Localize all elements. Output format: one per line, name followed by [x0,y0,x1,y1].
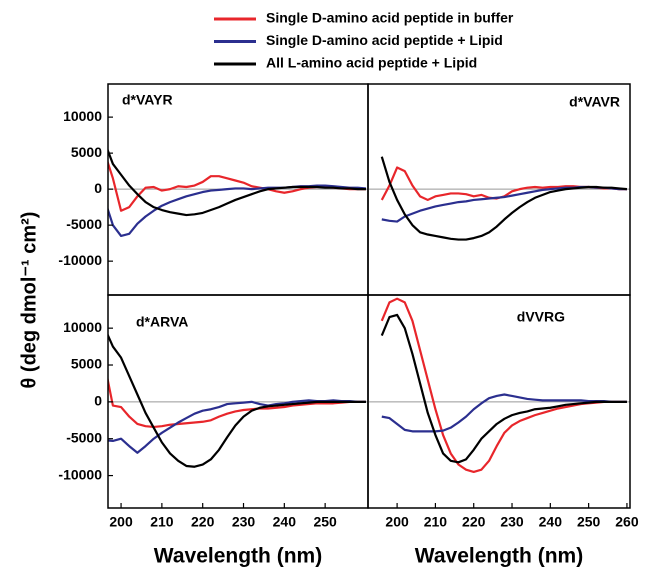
x-tick-label: 230 [232,514,256,530]
x-tick-label: 260 [615,514,639,530]
panel: 200 210 220 230 240 250 260 Wavelength (nm) dVVR… [367,294,639,568]
data-line [108,332,366,468]
y-tick-label: 0 [94,393,102,409]
panel: -10000 -5000 0 5000 10000 d*VAYR [58,83,369,296]
panel: d*VAVR [367,83,631,296]
x-axis-label: Wavelength (nm) [415,545,583,568]
y-tick-label: 0 [94,180,102,196]
panel-frame [367,294,631,509]
data-line [108,147,366,217]
data-line [380,297,627,473]
data-line [381,393,627,433]
data-line [381,185,627,223]
legend-text: All L-amino acid peptide + Lipid [266,55,477,71]
data-line [108,184,367,238]
x-axis-label: Wavelength (nm) [154,545,322,568]
data-line [108,375,366,429]
x-tick-label: 210 [150,514,174,530]
x-tick-label: 220 [191,514,215,530]
x-tick-label: 230 [500,514,524,530]
y-tick-label: -10000 [58,466,102,482]
y-axis-label: θ (deg dmol⁻¹ cm²) [18,212,40,389]
series-group [108,332,366,468]
legend-item: Single D-amino acid peptide + Lipid [214,32,503,48]
x-tick-label: 250 [313,514,337,530]
y-tick-label: -10000 [58,252,102,268]
series-group [380,297,627,473]
legend-text: Single D-amino acid peptide in buffer [266,10,514,26]
x-tick-label: 240 [539,514,563,530]
panel-label: d*ARVA [136,314,188,330]
data-line [108,159,366,212]
legend-item: All L-amino acid peptide + Lipid [214,55,477,71]
data-line [380,313,627,464]
data-line [380,156,628,241]
panel-label: d*VAVR [569,94,620,110]
series-group [380,156,628,241]
x-tick-label: 210 [424,514,448,530]
y-tick-label: -5000 [66,216,102,232]
series-group [108,147,367,238]
y-tick-label: 5000 [71,144,102,160]
x-tick-label: 200 [109,514,133,530]
panel-label: dVVRG [517,309,565,325]
x-tick-label: 240 [273,514,297,530]
panel-label: d*VAYR [122,92,173,108]
y-tick-label: 10000 [63,319,102,335]
y-tick-label: 10000 [63,108,102,124]
legend-item: Single D-amino acid peptide in buffer [214,10,514,26]
y-tick-label: -5000 [66,429,102,445]
data-line [380,166,627,202]
x-tick-label: 250 [577,514,601,530]
y-tick-label: 5000 [71,356,102,372]
x-tick-label: 220 [462,514,486,530]
legend-text: Single D-amino acid peptide + Lipid [266,32,503,48]
panel: -10000 -5000 0 5000 10000 200 210 220 230 240 250 W… [58,294,369,568]
x-tick-label: 200 [385,514,409,530]
